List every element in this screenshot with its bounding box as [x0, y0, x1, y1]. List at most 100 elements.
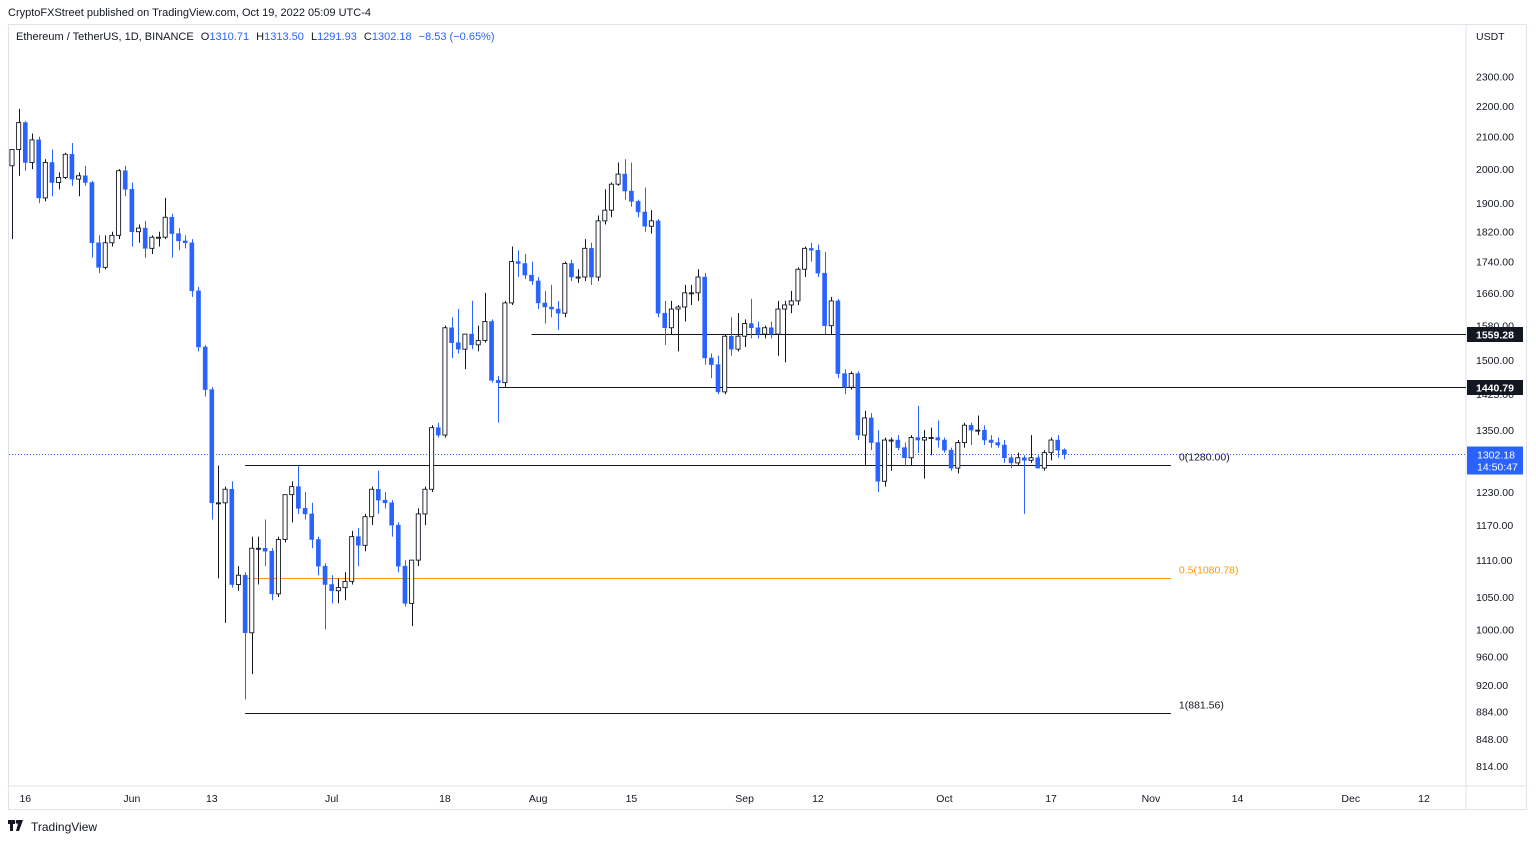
candle-body [322, 565, 328, 585]
candle-body [589, 248, 594, 278]
candle-body [529, 274, 534, 282]
y-tick-label: 2300.00 [1476, 71, 1514, 83]
candle-body [615, 173, 621, 185]
candle-body [56, 176, 62, 183]
candle-body [735, 335, 741, 350]
candle-body [449, 327, 454, 343]
candle-body [455, 342, 461, 350]
candle [509, 246, 515, 305]
candle [768, 321, 774, 339]
candle [442, 325, 448, 438]
candle-body [742, 323, 748, 337]
candle-body [395, 524, 401, 567]
candle-body [961, 424, 967, 443]
y-tick-label: 1820.00 [1476, 227, 1514, 239]
candle [162, 197, 168, 240]
candle [662, 300, 668, 345]
candle-body [309, 513, 315, 540]
candle-body [828, 300, 834, 327]
x-tick-label: 17 [1045, 793, 1057, 805]
candle [535, 277, 541, 310]
candle-body [722, 335, 728, 393]
x-tick-label: Jul [325, 793, 338, 805]
candle-body [855, 373, 861, 436]
candle-body [342, 580, 348, 589]
candle [262, 519, 268, 567]
symbol-legend: Ethereum / TetherUS, 1D, BINANCE O1310.7… [16, 31, 495, 43]
candle [489, 319, 494, 383]
candle [775, 300, 781, 356]
candle [242, 572, 248, 700]
candle-body [875, 442, 881, 482]
x-tick-label: Sep [735, 793, 754, 805]
candle [942, 437, 947, 453]
y-tick-label: 1000.00 [1476, 624, 1514, 636]
candle-body [815, 249, 821, 274]
candle-body [549, 306, 554, 310]
candle [808, 242, 814, 262]
y-tick-label: 2200.00 [1476, 101, 1514, 113]
candle [255, 536, 261, 585]
publisher-caption: CryptoFXStreet published on TradingView.… [8, 7, 371, 19]
candle-body [582, 247, 588, 278]
close-value: 1302.18 [371, 31, 412, 43]
candle-body [788, 300, 794, 306]
candle-body [802, 247, 808, 270]
candle [968, 422, 974, 446]
candle [49, 149, 55, 197]
candle [862, 410, 868, 466]
candle-body [222, 488, 228, 504]
candle-body [369, 488, 375, 518]
candle [975, 415, 981, 436]
candle [196, 286, 201, 352]
candle-body [16, 122, 22, 150]
candle-body [608, 183, 614, 211]
symbol-name[interactable]: Ethereum / TetherUS, 1D, BINANCE [16, 31, 194, 43]
candle [668, 300, 674, 335]
candle-body [868, 417, 874, 443]
candle-body [655, 220, 661, 314]
candle-body [888, 439, 894, 442]
candle-body [908, 437, 914, 459]
candle-body [462, 333, 468, 350]
candle [788, 290, 794, 314]
tradingview-logo-icon[interactable] [8, 818, 26, 834]
candle-body [62, 153, 68, 178]
candle [269, 548, 275, 601]
candle [409, 559, 415, 627]
candle-body [302, 508, 308, 515]
x-tick-label: 18 [439, 793, 451, 805]
x-tick-label: 12 [812, 793, 824, 805]
candle [16, 108, 22, 176]
candle [495, 375, 501, 423]
candle [1008, 455, 1014, 469]
candle [835, 298, 841, 379]
candle [675, 304, 681, 352]
y-tick-label: 920.00 [1476, 680, 1508, 692]
candle-body [921, 437, 927, 441]
x-tick-label: Oct [936, 793, 952, 805]
x-tick-label: 14 [1232, 793, 1244, 805]
candle [655, 219, 661, 318]
candle [56, 172, 62, 190]
candle [642, 187, 648, 232]
candle-body [196, 290, 201, 348]
candle [9, 149, 15, 240]
candle-body [169, 217, 175, 234]
y-tick-label: 960.00 [1476, 652, 1508, 664]
candle [42, 159, 48, 202]
candle-body [102, 242, 108, 268]
x-tick-label: Nov [1142, 793, 1161, 805]
candle-body [502, 302, 508, 384]
candle [961, 422, 967, 448]
candle [1022, 455, 1027, 514]
candle-body [136, 227, 142, 233]
candle-body [316, 539, 321, 567]
y-tick-label: 1110.00 [1476, 555, 1513, 567]
candle [322, 563, 328, 630]
candle-body [76, 175, 82, 180]
candle [802, 246, 808, 278]
candle [1041, 450, 1047, 471]
